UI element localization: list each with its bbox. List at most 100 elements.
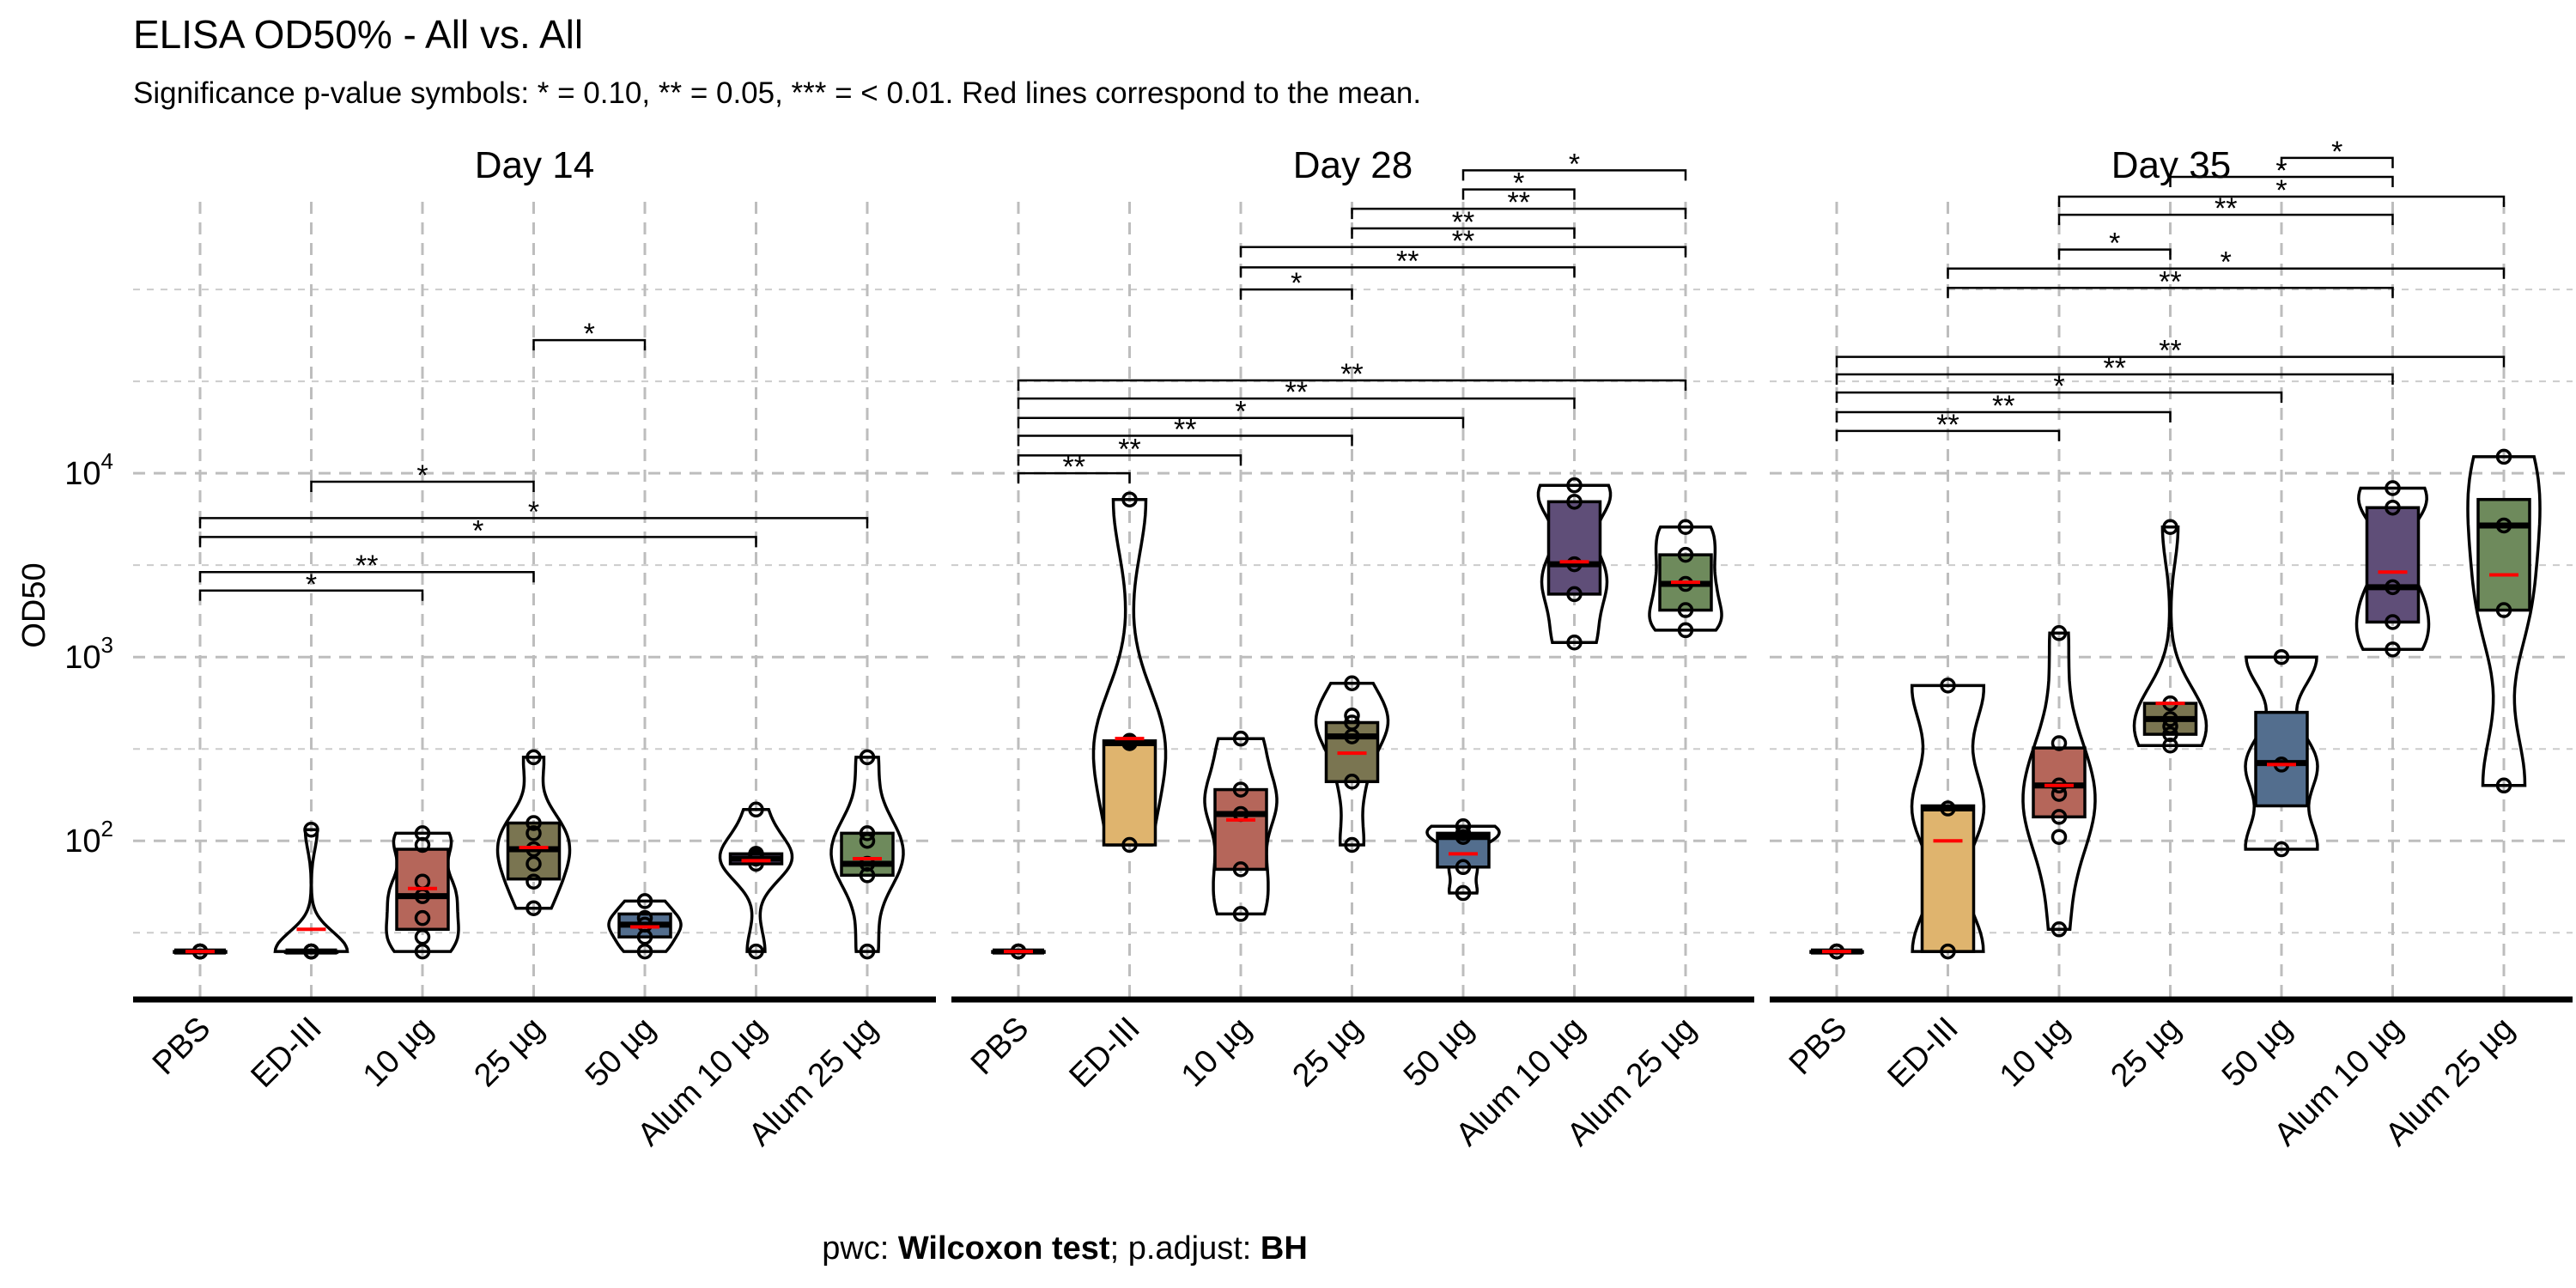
group-pbs xyxy=(1809,943,1864,960)
significance-label: ** xyxy=(1285,376,1308,409)
data-point xyxy=(2162,738,2178,754)
comparison-bracket: ** xyxy=(1947,265,2394,299)
data-point xyxy=(1121,836,1138,854)
comparison-bracket: * xyxy=(2057,228,2172,260)
significance-label: * xyxy=(2109,228,2120,260)
data-point xyxy=(526,825,542,841)
data-point xyxy=(1455,859,1472,876)
violin xyxy=(2244,655,2319,851)
comparison-bracket: * xyxy=(198,568,424,601)
bracket-line xyxy=(1835,373,2394,386)
panel-3: Day 35******************PBS ED-III 10 µg 25… xyxy=(1770,136,2573,1153)
significance-label: * xyxy=(584,318,595,350)
significance-label: ** xyxy=(2159,335,2181,368)
bracket-line xyxy=(198,589,424,601)
bracket-line xyxy=(1835,410,2172,423)
data-point xyxy=(414,928,431,945)
comparison-bracket: * xyxy=(198,495,869,528)
violin xyxy=(1091,497,1168,847)
data-point xyxy=(2050,829,2068,845)
data-point xyxy=(2162,519,2178,536)
data-point xyxy=(2050,786,2068,802)
data-point xyxy=(2495,777,2512,794)
y-tick-label: 103 xyxy=(64,632,113,676)
significance-label: ** xyxy=(2215,192,2237,225)
comparison-bracket: ** xyxy=(1835,409,2061,441)
data-point xyxy=(2495,602,2512,618)
comparison-bracket: * xyxy=(1017,396,1465,428)
x-tick-label: PBS xyxy=(146,1011,217,1082)
group-50-g xyxy=(1425,818,1501,902)
group-pbs xyxy=(991,943,1046,960)
data-point xyxy=(303,821,319,838)
bracket-line xyxy=(1239,266,1576,278)
violin xyxy=(1314,681,1390,847)
y-tick-base: 10 xyxy=(64,823,100,860)
comparison-bracket: * xyxy=(1835,370,2283,404)
violin xyxy=(718,808,794,953)
data-point xyxy=(2385,614,2401,630)
panel-title: Day 28 xyxy=(1293,144,1413,186)
bracket-line xyxy=(1239,246,1687,258)
caption-prefix: pwc: xyxy=(822,1230,898,1267)
x-tick-label: 50 µg xyxy=(1397,1011,1480,1094)
group-10-g xyxy=(1203,730,1279,922)
data-point xyxy=(748,855,764,872)
significance-label: ** xyxy=(1508,186,1530,219)
significance-label: ** xyxy=(1340,358,1363,391)
panel-2: Day 28**********************PBS ED-III 10 … xyxy=(951,144,1754,1153)
x-tick-label: ED-III xyxy=(1880,1011,1965,1095)
data-point xyxy=(1677,622,1694,639)
box xyxy=(1102,739,1157,847)
x-tick-label: 10 µg xyxy=(1175,1011,1258,1094)
data-point xyxy=(526,815,542,831)
comparison-bracket: ** xyxy=(1351,206,1576,239)
bracket-line xyxy=(1017,471,1131,484)
data-point xyxy=(1566,556,1583,573)
violin xyxy=(2466,455,2542,787)
significance-label: * xyxy=(1235,396,1246,428)
data-point xyxy=(1232,861,1249,878)
bracket-line xyxy=(1351,227,1576,239)
data-point xyxy=(1344,836,1360,854)
data-point xyxy=(859,943,876,960)
y-tick-exponent: 4 xyxy=(101,448,113,474)
bracket-line xyxy=(310,480,535,492)
comparison-bracket: * xyxy=(310,459,535,492)
caption-method: BH xyxy=(1261,1230,1308,1267)
data-point xyxy=(1344,708,1360,724)
comparison-bracket: ** xyxy=(2057,192,2394,226)
comparison-bracket: * xyxy=(198,514,757,548)
data-point xyxy=(1344,714,1360,731)
significance-label: ** xyxy=(1452,225,1474,258)
comparison-bracket: * xyxy=(2280,136,2394,168)
data-point xyxy=(859,825,876,841)
x-tick-label: ED-III xyxy=(1062,1011,1146,1095)
x-tick-label: 25 µg xyxy=(2104,1011,2187,1094)
group-ed-iii xyxy=(1091,491,1168,854)
data-point xyxy=(1121,732,1138,750)
bracket-line xyxy=(1947,287,2394,299)
group-10-g xyxy=(385,825,460,960)
data-point xyxy=(526,855,542,872)
x-tick-label: 10 µg xyxy=(356,1011,440,1094)
significance-label: * xyxy=(2221,246,2232,279)
data-point xyxy=(2162,726,2178,743)
significance-label: * xyxy=(2275,155,2287,187)
bracket-line xyxy=(532,338,647,351)
data-point xyxy=(1232,906,1249,922)
box xyxy=(1213,787,1268,872)
bracket-line xyxy=(2057,213,2394,226)
bracket-line xyxy=(1017,434,1353,447)
comparison-bracket: ** xyxy=(198,550,535,583)
bracket-line xyxy=(1351,207,1687,220)
group-ed-iii xyxy=(1910,677,1986,960)
violin xyxy=(1648,526,1723,632)
x-tick-label: 10 µg xyxy=(1993,1011,2076,1094)
data-point xyxy=(1566,477,1583,494)
x-tick-label: PBS xyxy=(964,1011,1036,1082)
significance-label: * xyxy=(306,568,317,601)
x-tick-label: 25 µg xyxy=(1285,1011,1369,1094)
bracket-line xyxy=(1947,267,2506,279)
group-alum-10-g xyxy=(2354,480,2431,658)
